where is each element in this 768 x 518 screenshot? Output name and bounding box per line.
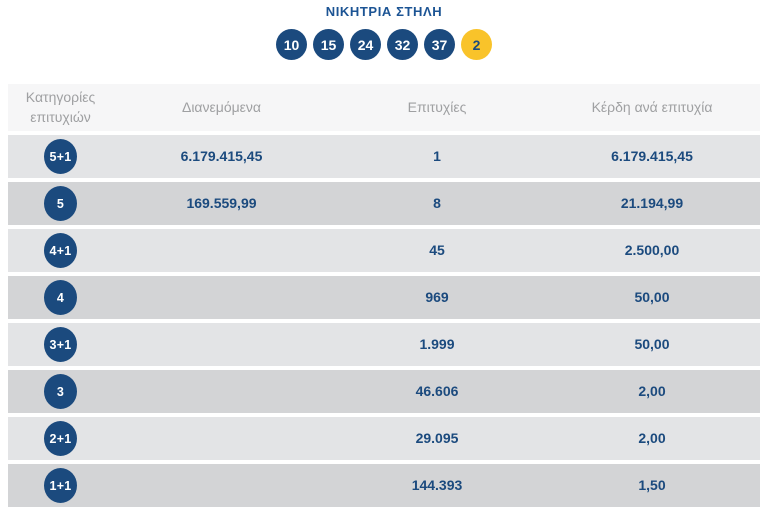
prize-value: 21.194,99 — [620, 194, 684, 211]
table-row: 5 169.559,99 8 21.194,99 — [8, 182, 760, 225]
header-prize-per-winner: Κέρδη ανά επιτυχία — [591, 98, 713, 115]
category-badge: 4 — [44, 280, 77, 315]
distributed-value: 6.179.415,45 — [180, 147, 263, 164]
table-row: 4+1 45 2.500,00 — [8, 229, 760, 272]
prize-value: 2,00 — [638, 382, 666, 399]
header-category: Κατηγορίες επιτυχιών — [25, 88, 96, 125]
prize-value: 50,00 — [634, 288, 670, 305]
winners-value: 1.999 — [419, 335, 455, 352]
winners-value: 8 — [433, 194, 441, 211]
prize-value: 2,00 — [638, 429, 666, 446]
winners-value: 29.095 — [415, 429, 459, 446]
winners-value: 45 — [429, 241, 445, 258]
prize-value: 50,00 — [634, 335, 670, 352]
category-badge: 5 — [44, 186, 77, 221]
winners-value: 1 — [433, 147, 441, 164]
winning-numbers: 10 15 24 32 37 2 — [0, 29, 768, 60]
table-row: 2+1 29.095 2,00 — [8, 417, 760, 460]
winning-number-ball: 15 — [313, 29, 344, 60]
category-badge: 1+1 — [44, 468, 77, 503]
table-row: 3+1 1.999 50,00 — [8, 323, 760, 366]
winners-value: 969 — [425, 288, 449, 305]
distributed-value: 169.559,99 — [186, 194, 257, 211]
table-row: 1+1 144.393 1,50 — [8, 464, 760, 507]
winning-number-ball: 37 — [424, 29, 455, 60]
table-row: 4 969 50,00 — [8, 276, 760, 319]
winning-number-ball: 32 — [387, 29, 418, 60]
prize-table-body: 5+1 6.179.415,45 1 6.179.415,45 5 169.55… — [8, 135, 760, 507]
winners-value: 46.606 — [415, 382, 459, 399]
prize-value: 2.500,00 — [624, 241, 680, 258]
header-winners: Επιτυχίες — [407, 98, 467, 115]
joker-number-ball: 2 — [461, 29, 492, 60]
winning-number-ball: 10 — [276, 29, 307, 60]
category-badge: 3+1 — [44, 327, 77, 362]
prize-table: Κατηγορίες επιτυχιών Διανεμόμενα Επιτυχί… — [8, 84, 760, 507]
table-row: 3 46.606 2,00 — [8, 370, 760, 413]
category-badge: 3 — [44, 374, 77, 409]
prize-value: 1,50 — [638, 476, 666, 493]
winners-value: 144.393 — [411, 476, 463, 493]
category-badge: 4+1 — [44, 233, 77, 268]
winning-column-title: ΝΙΚΗΤΡΙΑ ΣΤΗΛΗ — [325, 4, 443, 19]
winning-column-section: ΝΙΚΗΤΡΙΑ ΣΤΗΛΗ 10 15 24 32 37 2 — [0, 0, 768, 60]
header-distributed: Διανεμόμενα — [181, 98, 262, 115]
prize-table-header-row: Κατηγορίες επιτυχιών Διανεμόμενα Επιτυχί… — [8, 84, 760, 131]
category-badge: 5+1 — [44, 139, 77, 174]
prize-value: 6.179.415,45 — [611, 147, 693, 164]
winning-number-ball: 24 — [350, 29, 381, 60]
table-row: 5+1 6.179.415,45 1 6.179.415,45 — [8, 135, 760, 178]
category-badge: 2+1 — [44, 421, 77, 456]
